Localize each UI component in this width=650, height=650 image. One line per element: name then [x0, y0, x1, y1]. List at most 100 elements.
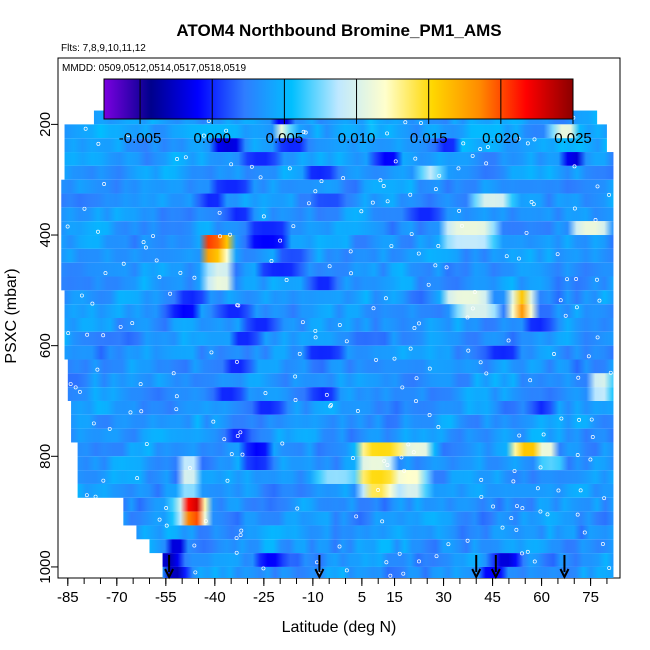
sample-point [337, 323, 342, 327]
sample-point [354, 514, 359, 519]
sample-point [433, 263, 438, 268]
sample-point [575, 512, 580, 517]
sample-point [465, 538, 470, 543]
sample-point [384, 560, 389, 565]
sample-point [385, 199, 390, 204]
sample-point [306, 201, 311, 206]
sample-point [593, 218, 598, 222]
sample-point [555, 252, 560, 257]
flight-arrow-head [164, 568, 174, 580]
sample-point [327, 264, 332, 269]
sample-point [349, 271, 353, 276]
sample-point [329, 403, 333, 408]
sample-point [385, 131, 389, 136]
chart-title: ATOM4 Northbound Bromine_PM1_AMS [176, 21, 501, 40]
sample-point [183, 155, 188, 160]
sample-point [575, 453, 580, 457]
sample-point [461, 141, 466, 146]
sample-point [95, 367, 100, 372]
sample-point [121, 261, 126, 266]
sample-point [261, 566, 266, 571]
sample-point [419, 121, 423, 126]
sample-point [413, 156, 418, 161]
curtain-layer [162, 566, 614, 578]
sample-point [313, 335, 318, 340]
sample-point [572, 164, 577, 169]
sample-point [84, 493, 89, 498]
sample-point [531, 202, 536, 207]
sample-point [517, 433, 522, 438]
sample-point [229, 162, 234, 167]
dates-label: MMDD: 0509,0512,0514,0517,0518,0519 [62, 63, 246, 74]
sample-point [300, 320, 305, 325]
sample-point [301, 129, 306, 134]
colorbar-tick-label: 0.000 [193, 130, 231, 147]
sample-point [229, 452, 234, 457]
y-tick-label: 600 [37, 333, 54, 358]
x-tick-label: -85 [57, 589, 79, 606]
colorbar-tick-label: 0.010 [338, 130, 376, 147]
sample-point [576, 375, 581, 380]
sample-point [416, 251, 421, 256]
sample-point [436, 425, 441, 429]
sample-point [484, 371, 489, 376]
sample-point [370, 200, 375, 205]
sample-point [234, 359, 239, 364]
sample-point [417, 559, 421, 564]
sample-point [545, 512, 550, 517]
sample-point [83, 126, 88, 131]
sample-point [128, 410, 133, 415]
curtain-layer [64, 331, 614, 346]
sample-point [586, 354, 591, 359]
sample-point [382, 458, 387, 463]
sample-point [164, 523, 169, 528]
sample-point [235, 434, 240, 438]
x-tick-label: 60 [533, 589, 550, 606]
sample-point [240, 452, 245, 457]
sample-point [470, 306, 475, 311]
x-axis: -85 -70 -55 -40 -25 -10 5 15 30 45 60 75 [57, 578, 608, 606]
y-tick-label: 800 [37, 444, 54, 469]
sample-point [392, 356, 397, 361]
sample-point [393, 159, 398, 164]
sample-point [218, 234, 222, 239]
curtain-layers [61, 110, 614, 578]
sample-point [399, 455, 404, 460]
x-tick-label: -10 [302, 589, 324, 606]
sample-point [324, 392, 329, 397]
sample-point [138, 382, 143, 387]
sample-point [101, 333, 106, 338]
sample-point [348, 249, 353, 254]
sample-point [535, 486, 540, 491]
sample-point [528, 378, 533, 383]
sample-point [313, 328, 318, 333]
sample-point [597, 298, 602, 303]
curtain-layer [61, 262, 614, 277]
sample-point [178, 270, 183, 275]
curtain-layer [67, 373, 614, 388]
curtain-layer [64, 138, 607, 153]
sample-point [397, 551, 402, 556]
sample-point [457, 208, 462, 213]
colorbar-tick-label: -0.005 [119, 130, 162, 147]
sample-point [187, 466, 192, 470]
sample-point [65, 224, 70, 229]
curtain-layer [77, 470, 614, 484]
sample-point [174, 407, 179, 412]
curtain-layer [123, 497, 614, 512]
y-axis-label: PSXC (mbar) [3, 268, 20, 363]
sample-point [234, 550, 239, 555]
flight-arrow-head [314, 568, 325, 580]
sample-point [284, 278, 289, 282]
sample-point [411, 450, 416, 455]
sample-point [203, 519, 208, 524]
sample-point [552, 352, 556, 356]
sample-point [225, 478, 230, 483]
sample-point [66, 331, 71, 336]
sample-point [103, 271, 108, 276]
curtain-layer [61, 248, 614, 263]
sample-point [460, 223, 464, 228]
sample-point [588, 457, 593, 462]
sample-point [96, 141, 101, 146]
